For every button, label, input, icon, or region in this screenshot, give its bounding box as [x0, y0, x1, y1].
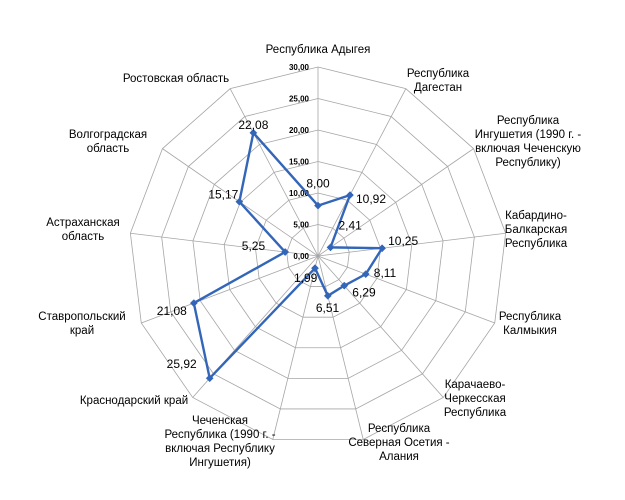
data-point-3: [378, 244, 387, 253]
grid-ring-3: [223, 161, 413, 349]
grid-ring-5: [161, 98, 475, 410]
grid-spoke-9: [141, 255, 319, 324]
category-label: Астраханская область: [46, 217, 120, 243]
grid-spoke-6: [317, 255, 364, 440]
grid-spoke-12: [229, 88, 319, 257]
value-label: 10,25: [388, 234, 418, 248]
tick-label: 10,00: [289, 189, 310, 198]
series-line: [192, 131, 384, 380]
category-label: Карачаево-Черкесская Республика: [444, 379, 507, 419]
grid-spoke-3: [317, 232, 506, 257]
data-point-8: [205, 374, 214, 383]
data-point-6: [323, 291, 332, 300]
grid-spoke-5: [317, 255, 444, 398]
grid-spoke-4: [317, 255, 495, 324]
data-point-12: [249, 128, 258, 137]
grid-ring-6: [129, 66, 507, 440]
data-point-1: [346, 191, 354, 200]
grid-spoke-7: [272, 255, 319, 440]
value-labels: 8,00 10,92 2,41 10,25 8,11 6,29 6,51 1,99 25,92 2…: [157, 118, 419, 371]
value-label: 25,92: [167, 357, 197, 371]
tick-label: 15,00: [289, 158, 310, 167]
value-label: 22,08: [238, 118, 268, 132]
value-label: 5,25: [242, 239, 266, 253]
tick-label: 20,00: [289, 126, 310, 135]
grid-ring-2: [255, 192, 381, 318]
value-label: 8,00: [306, 177, 330, 191]
tick-label: 25,00: [289, 95, 310, 104]
value-label: 6,29: [352, 286, 376, 300]
value-label: 2,41: [339, 218, 363, 232]
tick-label: 5,00: [293, 221, 309, 230]
category-label: Краснодарский край: [80, 395, 188, 407]
value-label: 1,99: [294, 271, 318, 285]
grid-ring-1: [286, 224, 350, 287]
data-series: [189, 128, 387, 383]
value-label: 8,11: [374, 266, 397, 280]
category-label: Республика Ингушетия (1990 г. -включая Че…: [475, 115, 582, 169]
category-label: Ставропольский край: [38, 311, 125, 337]
category-label: Республика Калмыкия: [499, 311, 562, 337]
category-label: Волгоградская область: [69, 129, 147, 155]
grid-spoke-1: [317, 88, 407, 257]
category-label: Чеченская Республика (1990 г. -включая Ре…: [164, 415, 275, 469]
data-point-10: [281, 248, 290, 256]
category-label: Кабардино-Балкарская Республика: [505, 210, 568, 250]
category-label: Республика Северная Осетия -Алания: [348, 423, 449, 463]
data-point-9: [189, 299, 198, 308]
value-label: 21,08: [157, 304, 187, 318]
data-point-7: [311, 264, 319, 273]
tick-label: 0,00: [293, 252, 309, 261]
data-point-0: [314, 201, 322, 210]
value-label: 6,51: [316, 301, 340, 315]
value-label: 10,92: [356, 192, 386, 206]
category-label: Ростовская область: [123, 73, 229, 85]
radial-axis-ticks: 0,00 5,00 10,00 15,00 20,00 25,00 30,00: [289, 63, 310, 261]
grid-ring-4: [192, 129, 444, 379]
data-point-5: [340, 281, 349, 290]
grid-spoke-2: [317, 148, 474, 257]
category-label: Республика Дагестан: [407, 68, 470, 94]
category-label: Республика Адыгея: [266, 44, 371, 56]
value-label: 15,17: [208, 188, 238, 202]
data-point-2: [326, 243, 335, 252]
tick-label: 30,00: [289, 63, 310, 72]
data-point-4: [361, 270, 370, 279]
data-point-11: [235, 197, 244, 206]
